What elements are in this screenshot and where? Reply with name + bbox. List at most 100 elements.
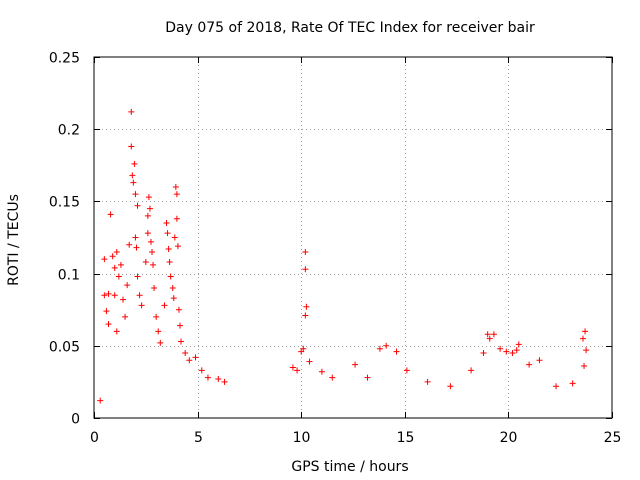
data-point <box>300 345 307 352</box>
data-point <box>155 328 162 335</box>
x-tick-label: 10 <box>293 430 311 446</box>
data-point <box>393 348 400 355</box>
data-point <box>128 143 135 150</box>
data-point <box>166 259 173 266</box>
data-point <box>129 172 136 179</box>
data-point <box>503 348 510 355</box>
data-point <box>120 296 127 303</box>
data-point <box>352 361 359 368</box>
data-point <box>103 308 110 315</box>
data-point <box>122 313 129 320</box>
data-point <box>163 220 170 227</box>
data-point <box>186 357 193 364</box>
data-point <box>126 241 133 248</box>
data-point <box>497 345 504 352</box>
data-point <box>113 328 120 335</box>
data-point <box>582 328 589 335</box>
data-point <box>480 350 487 357</box>
x-tick-label: 20 <box>500 430 518 446</box>
data-point <box>424 378 431 385</box>
data-point <box>303 303 310 310</box>
data-point <box>109 253 116 260</box>
data-point <box>294 367 301 374</box>
data-point <box>318 368 325 375</box>
data-point <box>149 248 156 255</box>
data-point <box>468 367 475 374</box>
data-point <box>101 256 108 263</box>
data-point <box>97 397 104 404</box>
data-point <box>306 358 313 365</box>
data-point <box>173 191 180 198</box>
data-point <box>107 211 114 218</box>
data-point <box>128 108 135 115</box>
data-point <box>526 361 533 368</box>
data-point <box>515 341 522 348</box>
data-point <box>192 354 199 361</box>
data-point <box>131 160 138 167</box>
y-axis-label: ROTI / TECUs <box>6 194 22 286</box>
x-tick-label: 5 <box>194 430 203 446</box>
data-point <box>329 374 336 381</box>
data-point <box>161 302 168 309</box>
x-tick-labels: 0 5 10 15 20 25 <box>90 430 621 446</box>
y-tick-label: 0.2 <box>58 123 80 139</box>
data-point <box>105 290 112 297</box>
data-point <box>176 322 183 329</box>
data-point <box>178 338 185 345</box>
x-tick-label: 0 <box>90 430 99 446</box>
data-point <box>215 376 222 383</box>
data-point <box>174 243 181 250</box>
data-point <box>146 205 153 212</box>
data-point <box>447 383 454 390</box>
data-point <box>484 331 491 338</box>
data-point <box>173 215 180 222</box>
data-point <box>581 363 588 370</box>
data-point <box>145 194 152 201</box>
data-point <box>553 383 560 390</box>
data-points <box>97 108 590 404</box>
data-point <box>167 273 174 280</box>
data-point <box>111 264 118 271</box>
y-tick-label: 0.25 <box>49 51 80 67</box>
data-point <box>133 244 140 251</box>
data-point <box>134 202 141 209</box>
data-point <box>302 248 309 255</box>
data-point <box>383 342 390 349</box>
data-point <box>115 273 122 280</box>
data-point <box>490 331 497 338</box>
data-point <box>364 374 371 381</box>
data-point <box>171 234 178 241</box>
y-tick-label: 0 <box>71 412 80 428</box>
data-point <box>198 367 205 374</box>
data-point <box>144 212 151 219</box>
data-point <box>138 302 145 309</box>
data-point <box>536 357 543 364</box>
data-point <box>124 282 131 289</box>
data-point <box>165 246 172 253</box>
data-point <box>151 285 158 292</box>
data-point <box>142 259 149 266</box>
data-point <box>172 183 179 190</box>
data-point <box>113 248 120 255</box>
data-point <box>579 335 586 342</box>
data-point <box>221 378 228 385</box>
data-point <box>182 350 189 357</box>
data-point <box>289 364 296 371</box>
data-point <box>509 350 516 357</box>
chart-title: Day 075 of 2018, Rate Of TEC Index for r… <box>165 20 535 36</box>
data-point <box>569 380 576 387</box>
data-point <box>302 312 309 319</box>
data-point <box>376 345 383 352</box>
data-point <box>170 295 177 302</box>
data-point <box>105 321 112 328</box>
data-point <box>111 292 118 299</box>
data-point <box>134 273 141 280</box>
data-point <box>486 335 493 342</box>
data-point <box>169 285 176 292</box>
data-point <box>136 292 143 299</box>
data-point <box>101 292 108 299</box>
data-point <box>403 367 410 374</box>
data-point <box>583 347 590 354</box>
x-tick-label: 25 <box>604 430 622 446</box>
